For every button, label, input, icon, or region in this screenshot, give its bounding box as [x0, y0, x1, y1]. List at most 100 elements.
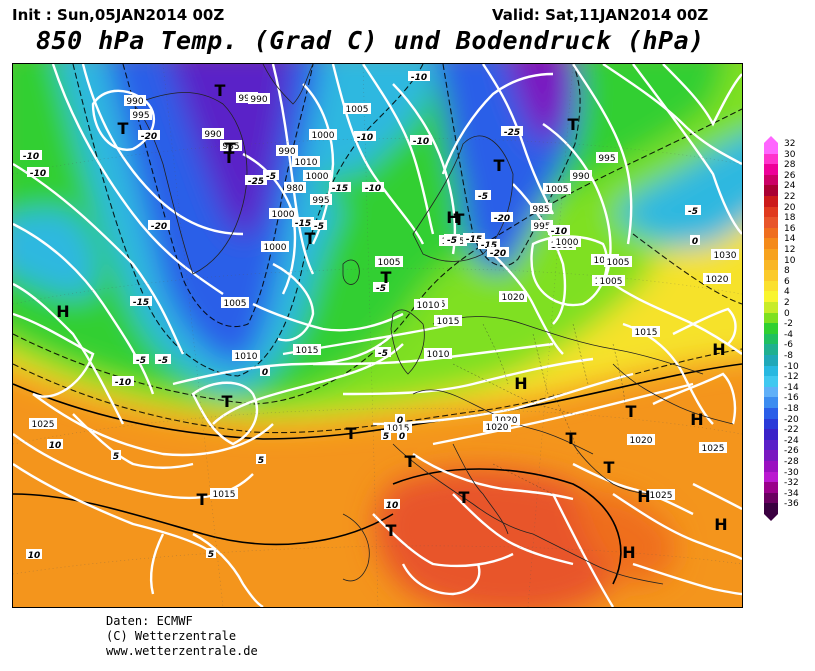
temperature-label: -5: [685, 205, 701, 217]
isobar-label: 1010: [232, 350, 260, 362]
low-pressure-center: T: [566, 429, 577, 448]
scale-label: -22: [784, 425, 799, 436]
temperature-labels: -20-25-5-20-5-10-10-25-10-20-15-10-20-15…: [20, 71, 701, 561]
temperature-label: -5: [133, 354, 149, 366]
isobar-label-text: 1005: [607, 258, 630, 268]
temperature-label: -5: [155, 354, 171, 366]
temperature-label-text: -10: [115, 378, 131, 388]
isobar-label-text: 1005: [546, 185, 569, 195]
low-pressure-center: T: [405, 452, 416, 471]
temperature-label-bg: [685, 205, 701, 215]
scale-bottom-arrow: [764, 514, 778, 521]
temperature-label-text: -5: [688, 207, 698, 217]
scale-color-cell: [764, 365, 778, 377]
temperature-field: [13, 64, 742, 607]
weather-map: 9959859959951020101010051030985990995990…: [12, 63, 743, 608]
low-pressure-center: T: [568, 115, 579, 134]
scale-color-cell: [764, 333, 778, 345]
scale-label: 22: [784, 192, 796, 202]
isobar-label: 1020: [627, 434, 655, 446]
scale-color-cell: [764, 164, 778, 176]
temperature-label-bg: [26, 549, 42, 559]
scale-label: -26: [784, 446, 799, 457]
low-pressure-center: T: [459, 488, 470, 507]
scale-color-cell: [764, 291, 778, 303]
footer-credits: Daten: ECMWF (C) Wetterzentrale www.wett…: [106, 614, 258, 659]
scale-label: -16: [784, 393, 799, 404]
isobar-label-text: 1025: [650, 491, 673, 501]
temperature-label-bg: [373, 282, 389, 292]
scale-label: -4: [784, 329, 793, 340]
temperature-label-bg: [130, 296, 152, 306]
isobar-label: 1000: [553, 236, 581, 248]
isobar-label-bg: [627, 434, 655, 445]
isobar-label-bg: [221, 297, 249, 308]
scale-label: 32: [784, 139, 796, 149]
isobar-label-text: 980: [286, 184, 303, 194]
temperature-label-bg: [133, 354, 149, 364]
temperature-label-text: -5: [136, 356, 146, 366]
isobar-label-text: 990: [278, 147, 295, 157]
isobar-label-bg: [303, 170, 331, 181]
temperature-label-text: -20: [151, 222, 167, 232]
scale-label: -24: [784, 435, 799, 446]
isobar-label-text: 995: [598, 154, 615, 164]
temperature-label: -10: [362, 182, 384, 194]
footer-website: www.wetterzentrale.de: [106, 644, 258, 658]
isobar-label-text: 1025: [702, 444, 725, 454]
low-pressure-center: T: [626, 402, 637, 421]
temperature-label: -10: [410, 135, 432, 147]
temperature-label-bg: [548, 225, 570, 235]
lat-lon-grid: [13, 64, 742, 607]
isobar-label-text: 1005: [346, 105, 369, 115]
temperature-label-text: -10: [551, 227, 567, 237]
temperature-label-bg: [381, 430, 391, 440]
isobar-label-text: 995: [533, 222, 550, 232]
temperature-label-bg: [112, 376, 134, 386]
isobar-label: 1025: [29, 418, 57, 430]
scale-color-cell: [764, 461, 778, 473]
high-pressure-center: H: [446, 208, 459, 227]
isobar-label: 985: [220, 140, 242, 152]
isobar-label-bg: [309, 129, 337, 140]
isobar-label: 1015: [210, 488, 238, 500]
valid-time: Valid: Sat,11JAN2014 00Z: [492, 6, 709, 24]
isobar-label-bg: [597, 275, 625, 286]
isobar-label-text: 1015: [635, 328, 658, 338]
isobar-label-text: 990: [238, 94, 255, 104]
temperature-label-text: 5: [113, 452, 119, 462]
scale-color-cell: [764, 196, 778, 208]
isobar-label-text: 1020: [502, 293, 525, 303]
scale-color-cell: [764, 376, 778, 388]
temperature-label-text: 0: [692, 237, 698, 247]
scale-label: 10: [784, 255, 796, 266]
temperature-label-text: -20: [141, 132, 157, 142]
temperature-label-text: -5: [266, 172, 276, 182]
scale-label: -12: [784, 372, 799, 383]
isobar-label-text: 1015: [437, 317, 460, 327]
scale-label: -20: [784, 414, 799, 425]
scale-label: 12: [784, 245, 796, 255]
scale-label: 2: [784, 298, 790, 308]
scale-label: -32: [784, 478, 799, 489]
isobar-label-text: 1010: [295, 158, 318, 168]
isobar-label-bg: [499, 291, 527, 302]
isobar-label-text: 1010: [427, 350, 450, 360]
scale-color-cell: [764, 259, 778, 271]
scale-label: -6: [784, 340, 793, 351]
temperature-label: -10: [408, 71, 430, 83]
isobar-label: 1015: [434, 315, 462, 327]
isobar-label-text: 1010: [235, 352, 258, 362]
isobar-label-bg: [293, 344, 321, 355]
temperature-label-text: -15: [332, 184, 348, 194]
temperature-label: -10: [27, 167, 49, 179]
high-pressure-center: H: [637, 487, 650, 506]
isobar-label-text: 990: [250, 95, 267, 105]
scale-color-cell: [764, 439, 778, 451]
temperature-label: 0: [690, 235, 700, 247]
scale-color-cell: [764, 344, 778, 356]
temperature-label-text: -5: [314, 222, 324, 232]
temperature-label: -15: [329, 182, 351, 194]
isobar-label-text: 1000: [306, 172, 329, 182]
